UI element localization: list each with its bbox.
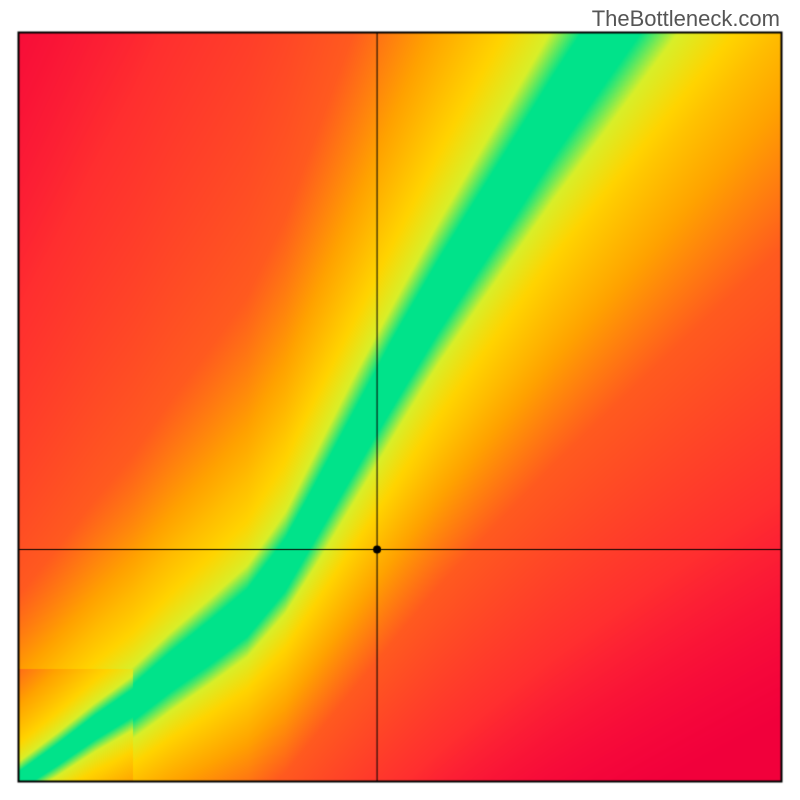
chart-container: TheBottleneck.com <box>0 0 800 800</box>
bottleneck-heatmap <box>0 0 800 800</box>
watermark-text: TheBottleneck.com <box>592 6 780 32</box>
